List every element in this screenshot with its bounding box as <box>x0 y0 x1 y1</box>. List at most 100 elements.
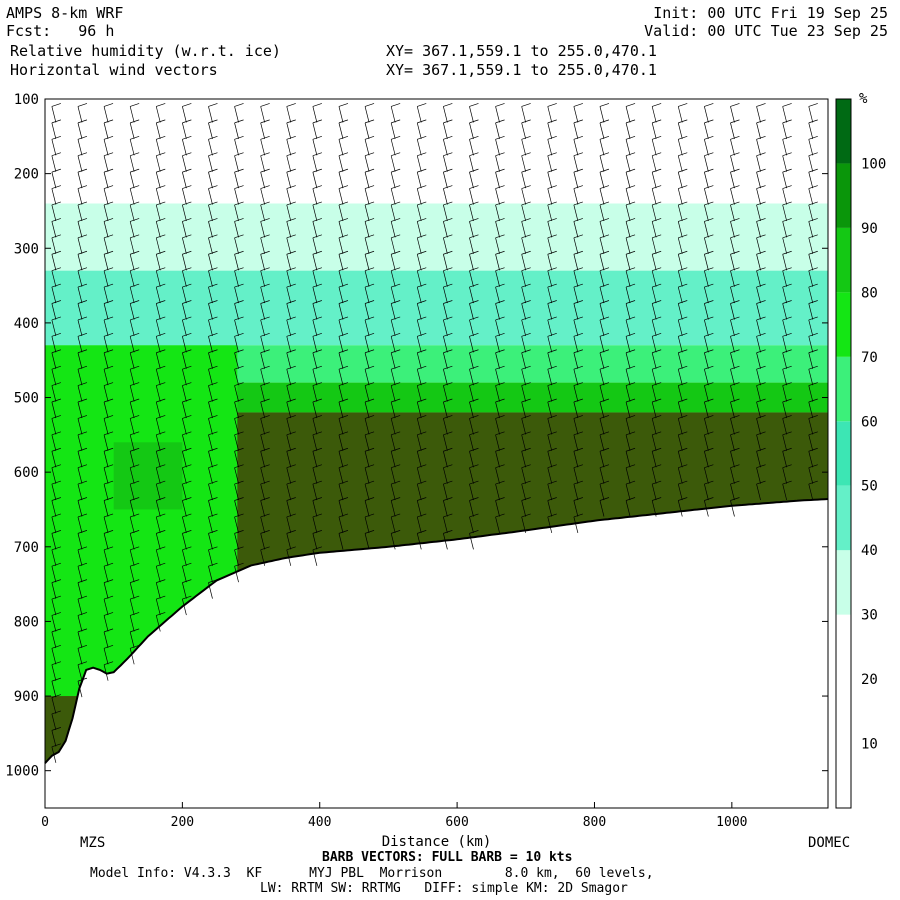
colorbar-bin <box>836 550 851 615</box>
wind-barb-staff <box>677 286 683 304</box>
wind-barb-staff <box>730 122 735 139</box>
wind-barb-staff <box>521 385 527 402</box>
wind-barb-staff <box>312 270 318 287</box>
wind-barb-flag <box>652 316 662 321</box>
wind-barb-flag <box>782 415 792 419</box>
wind-barb-flag <box>338 119 349 124</box>
wind-barb-flag <box>782 267 792 271</box>
wind-barb-flag <box>782 447 792 452</box>
wind-barb-staff <box>77 155 83 172</box>
wind-barb-staff <box>364 139 370 156</box>
wind-barb-flag <box>182 185 192 189</box>
wind-barb-staff <box>338 221 344 238</box>
wind-barb-staff <box>51 204 57 222</box>
wind-barb-flag <box>182 103 192 107</box>
wind-barb-staff <box>808 303 814 320</box>
wind-barb-flag <box>704 119 714 124</box>
wind-barb-staff <box>129 270 135 287</box>
wind-barb-staff <box>416 418 422 435</box>
wind-barb-staff <box>547 139 553 156</box>
wind-barb-staff <box>103 369 109 386</box>
wind-barb-flag <box>521 365 531 370</box>
wind-barb-staff <box>599 122 605 139</box>
wind-barb-flag <box>573 201 583 206</box>
wind-barb-flag <box>417 530 427 534</box>
wind-barb-flag <box>182 415 192 419</box>
wind-barb-staff <box>730 336 735 353</box>
wind-barb-flag <box>678 135 688 140</box>
wind-barb-staff <box>390 204 396 222</box>
wind-barb-staff <box>469 336 474 353</box>
wind-barb-staff <box>103 467 109 484</box>
wind-barb-flag <box>469 316 479 321</box>
wind-barb-staff <box>77 336 83 353</box>
wind-barb-flag <box>130 447 140 452</box>
wind-barb-staff <box>573 500 579 517</box>
wind-barb-staff <box>129 172 135 189</box>
wind-barb-staff <box>260 484 266 501</box>
wind-barb-flag <box>730 135 740 140</box>
wind-barb-staff <box>234 270 239 287</box>
wind-barb-staff <box>260 319 266 336</box>
wind-barb-flag <box>652 398 662 403</box>
wind-barb-staff <box>364 172 370 189</box>
wind-barb-flag <box>652 218 662 222</box>
wind-barb-flag <box>573 103 583 107</box>
colorbar-unit: % <box>859 91 868 107</box>
wind-barb-staff <box>651 467 657 484</box>
model-title: AMPS 8-km WRF <box>6 4 124 22</box>
wind-barb-flag <box>51 103 61 107</box>
wind-barb-staff <box>573 336 579 353</box>
wind-barb-staff <box>756 352 761 369</box>
wind-barb-flag <box>547 103 557 107</box>
wind-barb-staff <box>416 106 422 123</box>
wind-barb-flag <box>182 447 192 452</box>
wind-barb-staff <box>51 631 57 648</box>
wind-barb-staff <box>651 172 657 189</box>
wind-barb-flag <box>443 431 453 436</box>
wind-barb-staff <box>469 467 474 484</box>
wind-barb-staff <box>573 188 579 205</box>
wind-barb-flag <box>808 152 818 157</box>
wind-barb-staff <box>547 484 553 501</box>
wind-barb-staff <box>390 139 396 156</box>
wind-barb-flag <box>156 349 166 354</box>
wind-barb-staff <box>155 598 161 616</box>
wind-barb-flag <box>599 300 610 304</box>
wind-barb-flag <box>756 349 766 354</box>
wind-barb-flag <box>782 316 792 321</box>
wind-barb-staff <box>77 418 83 435</box>
wind-barb-flag <box>208 382 218 386</box>
wind-barb-flag <box>678 398 688 403</box>
wind-barb-flag <box>312 382 322 386</box>
wind-barb-staff <box>182 385 187 402</box>
wind-barb-staff <box>51 319 57 336</box>
wind-barb-staff <box>495 286 500 304</box>
wind-barb-flag <box>51 546 61 551</box>
wind-barb-flag <box>495 365 505 370</box>
wind-barb-flag <box>182 201 192 206</box>
wind-barb-flag <box>260 398 270 403</box>
wind-barb-staff <box>469 434 474 451</box>
wind-barb-staff <box>625 204 631 222</box>
wind-barb-flag <box>704 135 714 140</box>
wind-barb-flag <box>312 464 322 469</box>
wind-barb-staff <box>808 188 814 205</box>
wind-barb-staff <box>416 172 422 189</box>
wind-barb-staff <box>182 369 187 386</box>
wind-barb-flag <box>182 398 192 403</box>
wind-barb-flag <box>652 267 662 271</box>
wind-barb-flag <box>808 300 818 304</box>
wind-barb-flag <box>599 415 610 419</box>
wind-barb-staff <box>390 516 396 534</box>
colorbar-tick-label: 10 <box>861 737 878 753</box>
wind-barb-staff <box>286 106 292 123</box>
wind-barb-flag <box>364 415 375 419</box>
wind-barb-staff <box>208 106 213 123</box>
wind-barb-staff <box>129 286 135 304</box>
colorbar-tick-label: 20 <box>861 672 878 688</box>
wind-barb-flag <box>730 464 740 469</box>
wind-barb-staff <box>521 237 527 254</box>
wind-barb-staff <box>704 451 709 468</box>
wind-barb-flag <box>443 497 453 501</box>
